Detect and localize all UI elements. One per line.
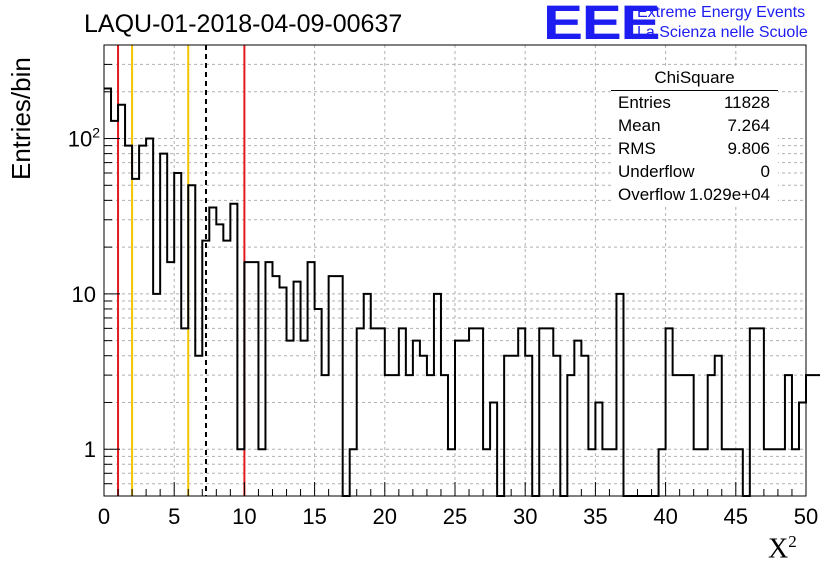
- y-axis-label: Entries/bin: [6, 57, 36, 180]
- y-tick-label: 1: [84, 437, 96, 462]
- eee-logo: EEE: [543, 0, 661, 50]
- stats-value: 11828: [723, 93, 770, 112]
- y-tick-label: 10: [72, 282, 96, 307]
- stats-row-entries: Entries 11828: [618, 93, 770, 115]
- stats-value: 0: [760, 162, 770, 181]
- x-tick-label: 5: [168, 504, 180, 529]
- x-tick-label: 15: [302, 504, 326, 529]
- stats-key: RMS: [618, 139, 656, 158]
- x-axis-label-superscript: 2: [788, 532, 797, 551]
- x-tick-label: 20: [373, 504, 397, 529]
- stats-title: ChiSquare: [654, 68, 735, 87]
- y-tick-label: 102: [68, 125, 100, 152]
- x-tick-label: 40: [653, 504, 677, 529]
- stats-key: Underflow: [618, 162, 695, 181]
- y-axis-ticks: 1 10 102: [68, 44, 120, 497]
- chart-title: LAQU-01-2018-04-09-00637: [84, 10, 403, 38]
- stats-row-mean: Mean 7.264: [618, 116, 770, 138]
- stats-key: Entries: [618, 93, 671, 112]
- x-tick-label: 25: [443, 504, 467, 529]
- histogram-outline: [104, 87, 821, 497]
- stats-row-underflow: Underflow 0: [618, 162, 770, 184]
- x-axis-label: X2: [768, 532, 797, 565]
- stats-key: Mean: [618, 116, 661, 135]
- x-tick-label: 10: [232, 504, 256, 529]
- stats-row-overflow: Overflow 1.029e+04: [618, 185, 770, 207]
- stats-key: Overflow: [618, 185, 686, 204]
- x-tick-label: 0: [98, 504, 110, 529]
- x-tick-label: 35: [583, 504, 607, 529]
- x-tick-label: 50: [794, 504, 818, 529]
- stats-divider: [611, 90, 778, 91]
- logo-subtitle-line1: Extreme Energy Events: [637, 4, 806, 21]
- stats-value: 9.806: [727, 139, 770, 158]
- x-tick-label: 45: [724, 504, 748, 529]
- logo-subtitle-line2: La Scienza nelle Scuole: [637, 24, 808, 41]
- stats-box: ChiSquare Entries 11828 Mean 7.264 RMS 9…: [611, 66, 778, 204]
- x-axis-label-base: X: [768, 533, 789, 565]
- stats-value: 1.029e+04: [689, 185, 770, 204]
- stats-value: 7.264: [727, 116, 770, 135]
- x-tick-label: 30: [513, 504, 537, 529]
- x-axis-ticks: 0 5 10 15 20 25 30 35 40 45 50: [98, 482, 818, 529]
- stats-row-rms: RMS 9.806: [618, 139, 770, 161]
